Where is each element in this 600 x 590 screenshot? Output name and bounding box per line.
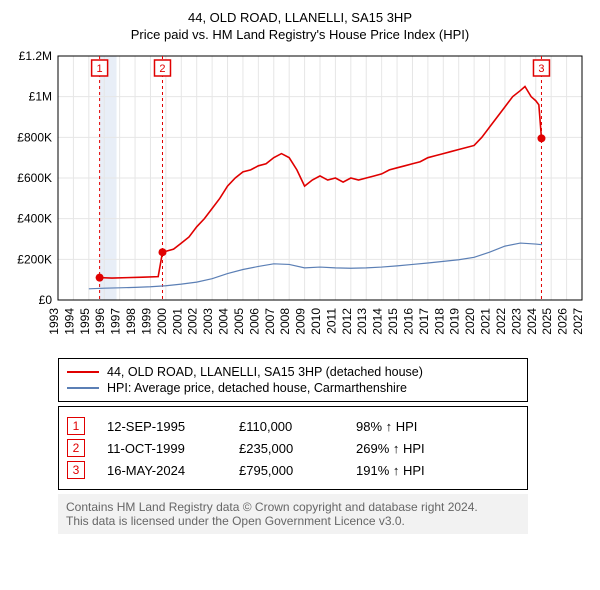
legend-box: 44, OLD ROAD, LLANELLI, SA15 3HP (detach… (58, 358, 528, 402)
svg-text:£400K: £400K (17, 212, 52, 226)
svg-text:1995: 1995 (78, 308, 92, 335)
svg-text:£200K: £200K (17, 252, 52, 266)
svg-text:2016: 2016 (401, 308, 415, 335)
svg-text:1994: 1994 (62, 308, 76, 335)
svg-text:£800K: £800K (17, 130, 52, 144)
marker-price: £235,000 (239, 441, 334, 456)
svg-text:2001: 2001 (170, 308, 184, 335)
legend-swatch (67, 387, 99, 389)
svg-text:2023: 2023 (509, 308, 523, 335)
legend-label: 44, OLD ROAD, LLANELLI, SA15 3HP (detach… (107, 365, 423, 379)
svg-text:2019: 2019 (448, 308, 462, 335)
svg-text:2011: 2011 (324, 308, 338, 334)
svg-text:2017: 2017 (417, 308, 431, 335)
marker-badge: 1 (67, 417, 85, 435)
legend-swatch (67, 371, 99, 373)
chart-container: £0£200K£400K£600K£800K£1M£1.2M1993199419… (8, 50, 592, 350)
svg-text:2025: 2025 (540, 308, 554, 335)
svg-text:2009: 2009 (294, 308, 308, 335)
marker-date: 12-SEP-1995 (107, 419, 217, 434)
svg-text:£1.2M: £1.2M (19, 50, 52, 63)
svg-text:2: 2 (159, 63, 165, 75)
svg-text:1997: 1997 (109, 308, 123, 335)
svg-text:£1M: £1M (29, 90, 52, 104)
svg-text:£0: £0 (39, 293, 53, 307)
svg-text:2024: 2024 (525, 308, 539, 335)
svg-text:1: 1 (97, 63, 103, 75)
marker-pct: 191% ↑ HPI (356, 463, 476, 478)
svg-text:1998: 1998 (124, 308, 138, 335)
marker-price: £110,000 (239, 419, 334, 434)
markers-table: 1 12-SEP-1995 £110,000 98% ↑ HPI 2 11-OC… (58, 406, 528, 490)
marker-date: 11-OCT-1999 (107, 441, 217, 456)
legend-item: 44, OLD ROAD, LLANELLI, SA15 3HP (detach… (67, 365, 519, 379)
marker-row: 2 11-OCT-1999 £235,000 269% ↑ HPI (67, 439, 519, 457)
svg-text:2005: 2005 (232, 308, 246, 335)
chart-title: 44, OLD ROAD, LLANELLI, SA15 3HP (8, 10, 592, 25)
marker-price: £795,000 (239, 463, 334, 478)
svg-text:3: 3 (538, 63, 544, 75)
svg-text:2010: 2010 (309, 308, 323, 335)
svg-text:2013: 2013 (355, 308, 369, 335)
svg-text:2000: 2000 (155, 308, 169, 335)
chart-subtitle: Price paid vs. HM Land Registry's House … (8, 27, 592, 42)
marker-badge: 3 (67, 461, 85, 479)
footer-box: Contains HM Land Registry data © Crown c… (58, 494, 528, 534)
svg-text:2026: 2026 (556, 308, 570, 335)
svg-text:2008: 2008 (278, 308, 292, 335)
marker-pct: 269% ↑ HPI (356, 441, 476, 456)
svg-text:2018: 2018 (432, 308, 446, 335)
svg-text:2027: 2027 (571, 308, 585, 335)
svg-text:2020: 2020 (463, 308, 477, 335)
svg-text:1993: 1993 (47, 308, 61, 335)
svg-text:2015: 2015 (386, 308, 400, 335)
legend-label: HPI: Average price, detached house, Carm… (107, 381, 407, 395)
svg-text:2004: 2004 (217, 308, 231, 335)
svg-text:£600K: £600K (17, 171, 52, 185)
legend-item: HPI: Average price, detached house, Carm… (67, 381, 519, 395)
line-chart: £0£200K£400K£600K£800K£1M£1.2M1993199419… (8, 50, 592, 350)
svg-text:1999: 1999 (139, 308, 153, 335)
svg-text:2007: 2007 (263, 308, 277, 335)
marker-row: 1 12-SEP-1995 £110,000 98% ↑ HPI (67, 417, 519, 435)
svg-text:2021: 2021 (479, 308, 493, 335)
footer-line: Contains HM Land Registry data © Crown c… (66, 500, 520, 514)
marker-row: 3 16-MAY-2024 £795,000 191% ↑ HPI (67, 461, 519, 479)
svg-text:2002: 2002 (186, 308, 200, 335)
svg-text:2012: 2012 (340, 308, 354, 335)
svg-text:2022: 2022 (494, 308, 508, 335)
svg-text:2014: 2014 (371, 308, 385, 335)
marker-date: 16-MAY-2024 (107, 463, 217, 478)
marker-badge: 2 (67, 439, 85, 457)
svg-text:1996: 1996 (93, 308, 107, 335)
footer-line: This data is licensed under the Open Gov… (66, 514, 520, 528)
svg-text:2003: 2003 (201, 308, 215, 335)
svg-text:2006: 2006 (247, 308, 261, 335)
marker-pct: 98% ↑ HPI (356, 419, 476, 434)
